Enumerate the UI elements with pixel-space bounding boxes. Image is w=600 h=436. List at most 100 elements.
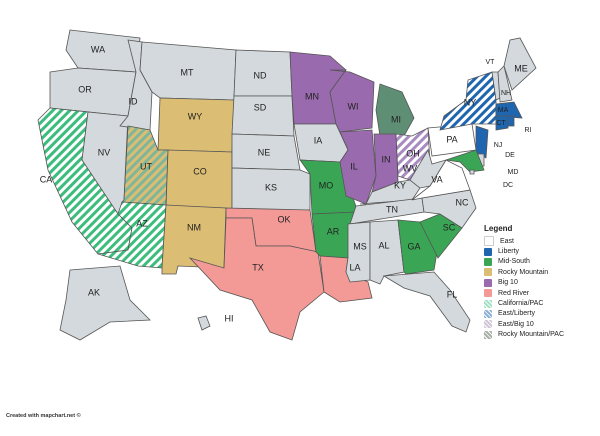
state-label: CO (193, 166, 207, 176)
state-md[interactable] (445, 149, 485, 173)
state-label: AK (88, 287, 100, 297)
state-label: NJ (494, 142, 503, 149)
state-or[interactable] (49, 67, 137, 117)
state-label: OH (406, 148, 420, 158)
state-label: KY (394, 180, 406, 190)
legend-label: Red River (498, 289, 530, 297)
state-label: TN (386, 204, 398, 214)
state-ak[interactable] (59, 265, 151, 341)
state-label: UT (140, 161, 152, 171)
legend-swatch (484, 257, 492, 266)
legend-label: Rocky Mountain/PAC (498, 331, 565, 339)
legend-swatch (484, 278, 492, 287)
state-label: ME (514, 63, 528, 73)
state-label: CA (40, 174, 53, 184)
legend-item: Rocky Mountain (484, 267, 564, 277)
state-label: HI (225, 313, 234, 323)
state-label: RI (525, 127, 532, 134)
state-co[interactable] (165, 149, 233, 211)
state-label: IL (350, 161, 358, 171)
state-ms[interactable] (345, 221, 371, 283)
state-ma[interactable] (495, 101, 523, 119)
state-nm[interactable] (161, 204, 227, 275)
state-fl[interactable] (382, 271, 471, 333)
state-ri[interactable] (507, 115, 515, 127)
legend-item: East (484, 236, 564, 247)
state-label: NY (464, 97, 477, 107)
legend-swatch (484, 320, 492, 329)
credit-text: Created with mapchart.net © (6, 413, 81, 419)
state-label: FL (447, 289, 458, 299)
state-label: NC (456, 197, 469, 207)
state-il[interactable] (339, 129, 377, 205)
legend-item: East/Big 10 (484, 319, 564, 329)
state-label: NV (98, 147, 111, 157)
state-nj[interactable] (475, 125, 489, 159)
state-label: WV (403, 163, 418, 173)
state-label: GA (407, 241, 420, 251)
state-tx[interactable] (188, 217, 325, 341)
state-wy[interactable] (157, 97, 235, 153)
legend: Legend East Liberty Mid-South Rocky Mountai… (484, 224, 564, 340)
state-label: AL (378, 240, 389, 250)
state-hi[interactable] (197, 315, 211, 331)
legend-label: Big 10 (498, 279, 518, 287)
state-label: TX (252, 262, 264, 272)
state-label: MT (181, 67, 194, 77)
state-label: KS (265, 182, 277, 192)
legend-swatch (484, 268, 492, 277)
legend-label: Mid-South (498, 258, 530, 266)
legend-label: Rocky Mountain (498, 268, 549, 276)
legend-item: Rocky Mountain/PAC (484, 330, 564, 340)
state-label: ID (129, 96, 139, 106)
state-label: MA (498, 107, 509, 114)
legend-swatch (484, 289, 492, 298)
state-nh[interactable] (497, 65, 513, 103)
legend-label: East/Liberty (498, 310, 535, 318)
legend-label: Liberty (498, 248, 520, 256)
legend-swatch (484, 247, 492, 256)
state-label: OR (78, 84, 92, 94)
state-label: NM (187, 222, 201, 232)
state-label: WY (188, 111, 203, 121)
state-label: NE (258, 147, 271, 157)
state-label: MS (353, 241, 367, 251)
legend-item: Red River (484, 288, 564, 298)
state-label: ND (254, 70, 267, 80)
state-ct[interactable] (495, 115, 509, 131)
legend-swatch (484, 236, 494, 247)
state-label: OK (277, 214, 290, 224)
legend-title: Legend (484, 224, 513, 233)
legend-label: East (500, 237, 515, 245)
state-label: WI (348, 101, 359, 111)
state-mi[interactable] (375, 83, 415, 137)
legend-swatch (484, 309, 492, 318)
state-label: SC (443, 222, 456, 232)
state-label: CT (496, 120, 506, 127)
state-me[interactable] (503, 37, 537, 91)
state-label: VT (486, 59, 496, 66)
state-label: DC (503, 182, 513, 189)
state-ks[interactable] (231, 167, 311, 211)
state-dc[interactable] (469, 169, 475, 175)
legend-item: California/PAC (484, 298, 564, 308)
state-label: IN (382, 154, 391, 164)
state-label: IA (314, 135, 323, 145)
state-label: PA (446, 134, 457, 144)
state-label: NH (501, 90, 511, 97)
state-label: VA (431, 174, 442, 184)
legend-swatch (484, 299, 492, 308)
state-label: WA (91, 44, 105, 54)
state-label: MO (319, 180, 334, 190)
legend-label: East/Big 10 (498, 320, 534, 328)
state-label: DE (505, 152, 515, 159)
state-label: MI (391, 114, 401, 124)
legend-item: East/Liberty (484, 309, 564, 319)
legend-item: Big 10 (484, 278, 564, 288)
legend-swatch (484, 330, 492, 339)
state-label: MD (508, 169, 519, 176)
state-label: LA (349, 262, 360, 272)
state-label: MN (305, 91, 319, 101)
